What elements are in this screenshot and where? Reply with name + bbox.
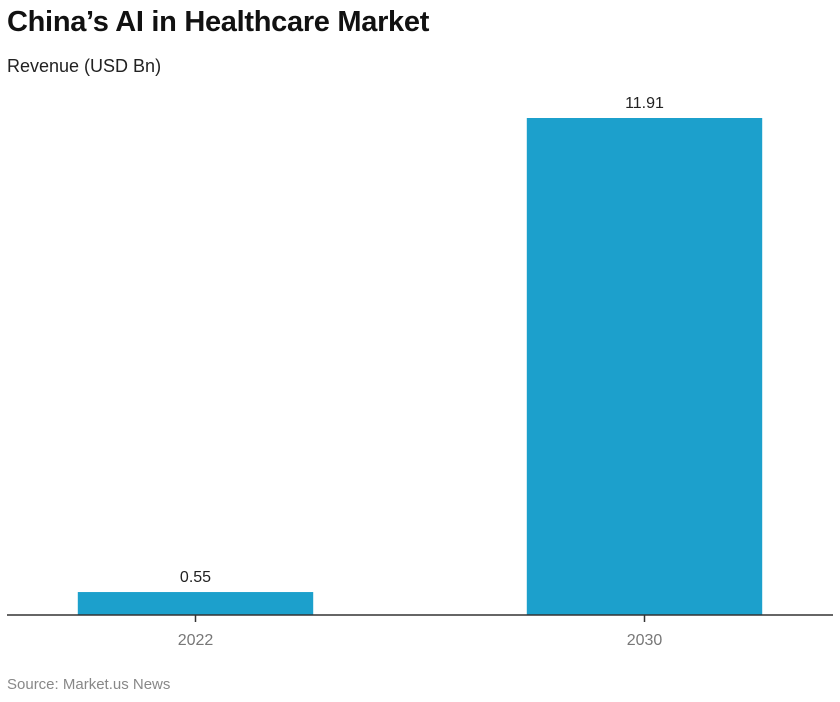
- chart-subtitle: Revenue (USD Bn): [7, 56, 162, 76]
- value-label-2022: 0.55: [180, 569, 211, 586]
- x-tick-label-2022: 2022: [178, 632, 214, 649]
- x-tick-label-2030: 2030: [627, 632, 663, 649]
- bar-2030: [526, 118, 763, 615]
- x-ticks-group: 2022 2030: [178, 615, 663, 649]
- value-label-2030: 11.91: [625, 95, 664, 112]
- source-note: Source: Market.us News: [7, 676, 171, 693]
- bar-2022: [77, 592, 314, 615]
- bars-group: 0.55 11.91: [77, 95, 763, 615]
- chart-title: China’s AI in Healthcare Market: [7, 6, 430, 38]
